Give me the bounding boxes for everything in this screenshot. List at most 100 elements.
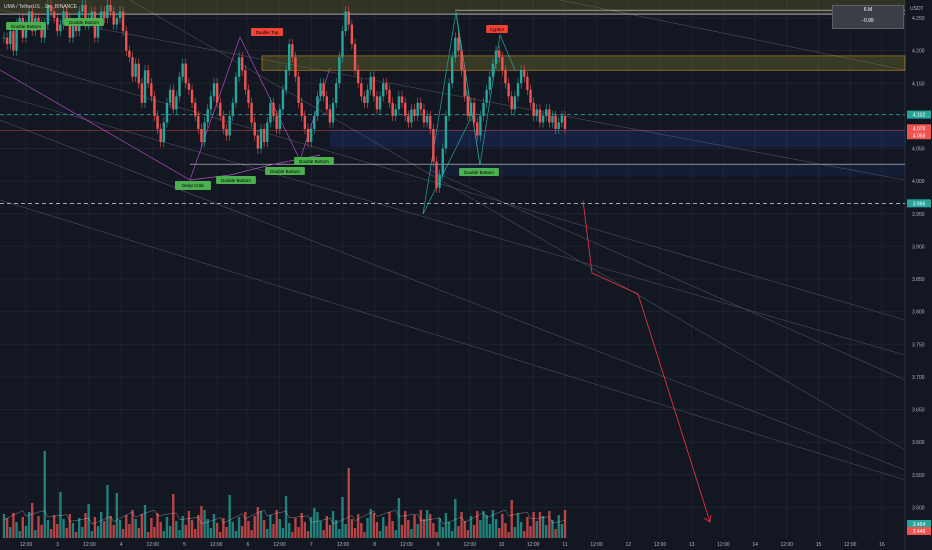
volume-bar <box>294 518 297 538</box>
x-tick-label: 12:00 <box>83 542 96 548</box>
volume-bar <box>291 532 294 538</box>
volume-bar <box>403 511 407 538</box>
volume-bar <box>115 493 119 538</box>
candle-body <box>71 24 75 38</box>
volume-bar <box>316 512 319 538</box>
volume-bar <box>109 516 112 538</box>
volume-bar <box>344 524 347 538</box>
candle-body <box>551 115 554 123</box>
y-tick-label: 3.600 <box>912 440 925 446</box>
candle-body <box>463 70 466 97</box>
x-tick-label: 12:00 <box>400 542 413 548</box>
candle-body <box>331 102 335 123</box>
candle-body <box>197 115 200 129</box>
exchange: BINANCE <box>54 4 78 10</box>
price-tag-text: 3.448 <box>913 529 926 535</box>
candle-body <box>288 44 291 71</box>
y-tick-label: 3.500 <box>912 505 925 511</box>
volume-bar <box>143 505 147 538</box>
volume-bar <box>497 528 501 538</box>
candle-body <box>291 44 294 58</box>
volume-bar <box>256 507 260 538</box>
volume-bar <box>225 527 228 538</box>
candle-body <box>203 122 206 143</box>
candle-body <box>40 24 43 38</box>
volume-bar <box>43 451 46 538</box>
candle-body <box>325 96 329 110</box>
volume-bar <box>193 529 197 538</box>
y-tick-label: 3.900 <box>912 244 925 250</box>
candle-body <box>485 89 488 103</box>
candle-body <box>532 102 535 116</box>
volume-bar <box>288 523 291 538</box>
candle-body <box>81 5 84 12</box>
volume-bar <box>5 518 9 538</box>
candle-body <box>544 109 548 116</box>
info-box: 6.M -0.99 <box>832 5 904 29</box>
pattern-label-text: Cypher <box>490 27 505 32</box>
candle-body <box>429 115 432 129</box>
volume-bar <box>74 532 78 538</box>
candle-body <box>344 11 347 32</box>
volume-bar <box>34 530 37 538</box>
candle-body <box>460 50 463 71</box>
volume-bar <box>209 528 213 538</box>
candle-body <box>372 76 376 97</box>
candle-body <box>240 57 244 71</box>
volume-bar <box>103 521 106 538</box>
candle-body <box>134 63 137 77</box>
price-tag-text: 3.966 <box>913 201 926 207</box>
trend-line <box>129 0 906 451</box>
pattern-label-box <box>251 28 283 36</box>
volume-bar <box>162 531 166 538</box>
volume-bar <box>494 519 498 538</box>
pattern-label: Double Bottom <box>459 168 499 176</box>
symbol-name[interactable]: UMA / TetherUS <box>4 4 40 10</box>
volume-bar <box>363 532 366 538</box>
pattern-label-box <box>294 157 334 165</box>
candle-body <box>206 109 209 123</box>
volume-bar <box>68 514 72 538</box>
candle-body <box>153 96 156 116</box>
volume-bar <box>538 512 542 538</box>
candle-body <box>457 37 460 51</box>
info-box-line1: 6.M <box>863 7 873 13</box>
volume-bar <box>215 523 219 538</box>
volume-bar <box>197 515 200 538</box>
candle-body <box>454 37 457 58</box>
demand-zone <box>330 129 905 148</box>
volume-bar <box>457 526 460 538</box>
volume-ma-line <box>3 509 566 525</box>
price-tag-box <box>907 520 931 528</box>
candle-body <box>250 102 253 123</box>
candle-body <box>385 83 388 90</box>
volume-bar <box>262 520 266 538</box>
volume-bar <box>278 519 281 538</box>
x-tick-label: 12 <box>626 542 632 548</box>
candle-body <box>444 115 448 149</box>
volume-bar <box>240 526 244 538</box>
supply-zone-border <box>261 55 906 71</box>
volume-bar <box>444 513 448 538</box>
volume-bar <box>388 512 391 538</box>
candle-body <box>316 96 319 116</box>
x-tick-label: 15 <box>816 542 822 548</box>
candle-body <box>397 96 401 110</box>
volume-bar <box>234 531 238 538</box>
volume-bar <box>319 521 322 538</box>
candle-body <box>469 102 473 116</box>
volume-bar <box>253 516 256 538</box>
trend-line <box>0 199 906 481</box>
trend-line <box>0 119 906 471</box>
candle-body <box>554 115 557 129</box>
interval[interactable]: 1h <box>44 4 51 10</box>
price-tag-text: 4.078 <box>913 126 926 132</box>
candle-body <box>488 76 491 90</box>
y-tick-label: 4.000 <box>912 179 925 185</box>
volume-bar <box>554 529 557 538</box>
candle-body <box>31 11 34 32</box>
volume-bar <box>52 515 56 538</box>
volume-bar <box>168 526 172 538</box>
volume-bar <box>259 511 263 538</box>
